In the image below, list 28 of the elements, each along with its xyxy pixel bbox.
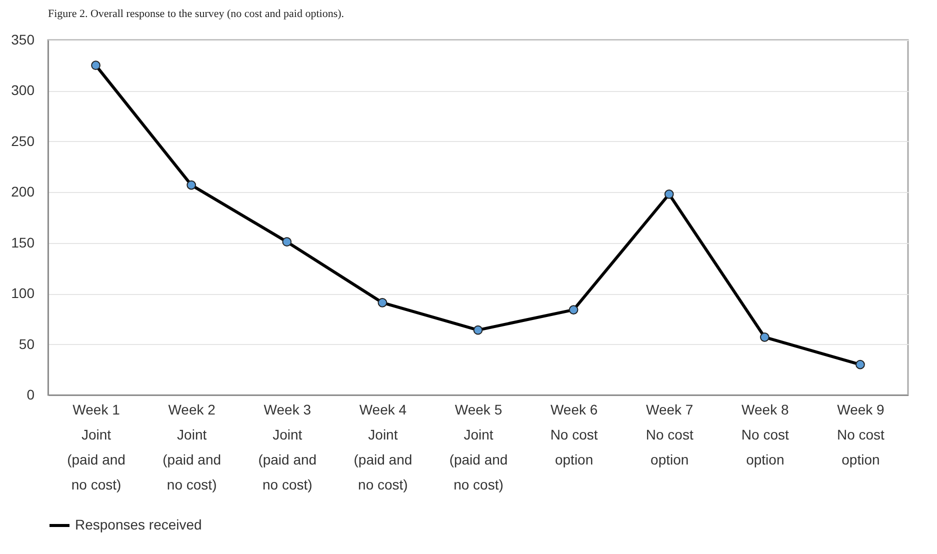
x-tick-label: Week 7 No cost option xyxy=(646,402,694,468)
point xyxy=(378,298,388,308)
y-tick-label: 200 xyxy=(11,184,35,200)
x-tick-label: Week 6 No cost option xyxy=(550,402,598,468)
point xyxy=(760,332,770,342)
chart-title: Figure 2. Overall response to the survey (no cost and paid options). xyxy=(48,8,344,20)
x-tick-label: Week 4 Joint (paid and no cost) xyxy=(354,402,412,492)
point xyxy=(282,237,292,247)
y-tick-label: 150 xyxy=(11,234,35,250)
x-tick-label: Week 1 Joint (paid and no cost) xyxy=(67,402,126,492)
y-tick-label: 0 xyxy=(26,386,35,402)
y-tick-label: 250 xyxy=(11,132,35,149)
point xyxy=(186,180,196,190)
point xyxy=(473,325,483,335)
y-tick-label: 100 xyxy=(11,285,35,302)
x-tick-label: Week 9 No cost option xyxy=(836,402,885,468)
x-tick-label: Week 3 Joint (paid and no cost) xyxy=(258,402,317,492)
y-tick-label: 50 xyxy=(18,336,35,352)
point xyxy=(856,360,865,370)
legend-label: Responses received xyxy=(75,516,202,532)
x-tick-label: Week 2 Joint (paid and no cost) xyxy=(162,402,222,492)
x-tick-label: Week 5 Joint (paid and no cost) xyxy=(449,402,508,492)
point xyxy=(568,305,578,314)
x-tick-label: Week 8 No cost option xyxy=(741,402,790,468)
point xyxy=(664,189,674,199)
y-tick-label: 300 xyxy=(11,82,35,98)
point xyxy=(91,60,100,70)
y-tick-label: 350 xyxy=(11,32,35,48)
